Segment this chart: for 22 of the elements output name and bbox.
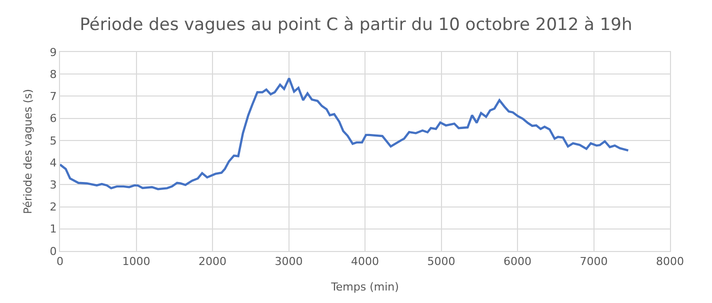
x-tick-label: 5000 — [427, 255, 456, 268]
line-series — [60, 77, 630, 190]
x-tick-label: 3000 — [274, 255, 303, 268]
y-tick-label: 9 — [50, 46, 57, 59]
x-tick-label: 8000 — [656, 255, 684, 268]
x-tick-label: 6000 — [504, 255, 532, 268]
x-tick-label: 2000 — [198, 255, 226, 268]
y-tick-label: 6 — [50, 112, 57, 126]
x-tick-label: 7000 — [580, 255, 608, 268]
y-tick-label: 7 — [50, 90, 57, 104]
x-tick-label: 1000 — [122, 255, 150, 268]
y-tick-label: 2 — [50, 200, 57, 214]
y-tick-label: 1 — [50, 222, 57, 236]
y-tick-label: 3 — [50, 178, 57, 192]
y-tick-label: 8 — [50, 68, 57, 81]
y-tick-label: 5 — [50, 134, 57, 148]
x-axis-title: Temps (min) — [330, 280, 399, 294]
x-tick-label: 4000 — [351, 255, 379, 268]
chart-title: Période des vagues au point C à partir du 10 octobre 2012 à 19h — [80, 15, 632, 36]
y-tick-label: 0 — [50, 244, 57, 258]
y-axis-title: Période des vagues (s) — [21, 88, 34, 214]
y-tick-label: 4 — [50, 156, 57, 170]
